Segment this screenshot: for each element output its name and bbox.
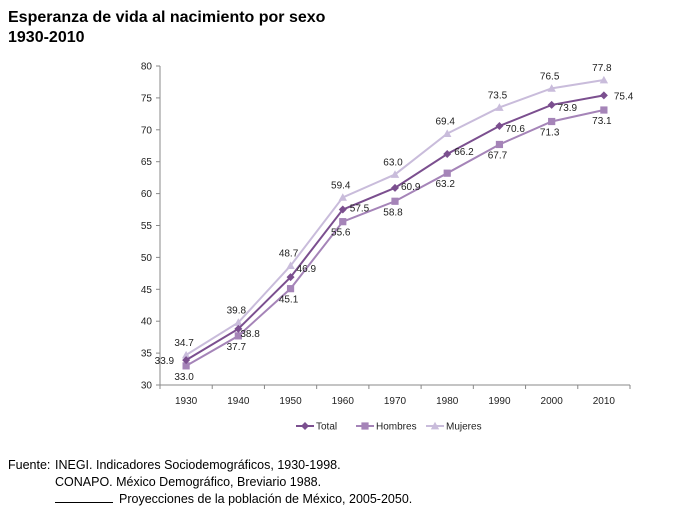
data-point-total [547,100,556,109]
data-point-mujeres [547,84,556,92]
y-tick-label: 50 [141,253,153,264]
data-label-hombres: 37.7 [227,342,247,353]
data-label-mujeres: 77.8 [592,63,612,74]
y-tick-label: 30 [141,381,153,392]
y-tick-label: 60 [141,189,153,200]
data-point-mujeres [181,350,191,359]
legend-label-mujeres: Mujeres [446,422,482,433]
source-line-2: CONAPO. México Demográfico, Breviario 19… [55,475,322,489]
data-point-hombres [443,169,451,177]
data-point-total [391,183,399,192]
data-label-total: 57.5 [350,204,370,215]
series-line-hombres [185,109,605,367]
data-label-mujeres: 69.4 [435,117,455,128]
y-tick-label: 80 [141,62,153,73]
data-label-hombres: 63.2 [435,179,455,190]
data-label-mujeres: 63.0 [383,157,403,168]
source-note: Fuente: INEGI. Indicadores Sociodemográfi… [8,457,412,508]
x-tick-label: 1950 [279,396,302,407]
y-tick-label: 55 [141,221,153,232]
data-point-mujeres [338,193,347,201]
y-tick-label: 45 [141,285,153,296]
data-point-mujeres [390,170,400,178]
data-label-hombres: 67.7 [488,150,508,161]
data-point-total [182,356,191,365]
data-label-total: 73.9 [558,103,578,114]
data-point-total [338,205,347,214]
data-point-hombres [182,362,190,370]
source-blank-rule [55,491,113,503]
data-point-total [234,324,243,333]
data-label-mujeres: 48.7 [279,249,299,260]
chart-title: Esperanza de vida al nacimiento por sexo… [8,8,325,48]
y-tick-label: 65 [141,157,153,168]
chart-title-line-1: Esperanza de vida al nacimiento por sexo [8,9,326,26]
data-point-hombres [495,140,504,149]
data-label-total: 66.2 [454,147,474,158]
data-point-hombres [234,332,242,340]
source-line-1: INEGI. Indicadores Sociodemográficos, 19… [55,458,341,472]
data-label-hombres: 71.3 [540,128,560,139]
x-tick-label: 1930 [175,396,198,407]
data-point-mujeres [495,103,504,111]
legend-marker-total [301,422,309,430]
y-tick-label: 70 [141,125,153,136]
y-tick-label: 40 [141,317,153,328]
data-label-hombres: 55.6 [331,228,351,239]
x-tick-label: 1940 [227,396,250,407]
data-point-total [599,91,608,100]
x-tick-label: 1960 [332,396,355,407]
legend-label-total: Total [316,422,337,433]
data-label-total: 75.4 [614,91,634,102]
data-point-total [286,273,295,282]
data-label-total: 70.6 [505,124,525,135]
source-label: Fuente: [8,458,51,472]
legend-label-hombres: Hombres [376,422,417,433]
source-line-3: Proyecciones de la población de México, … [119,492,413,506]
x-tick-label: 1990 [488,396,511,407]
data-label-hombres: 73.1 [592,116,612,127]
data-label-mujeres: 76.5 [540,71,560,82]
data-label-mujeres: 39.8 [227,305,247,316]
data-point-total [443,150,452,159]
y-tick-label: 75 [141,93,153,104]
data-label-hombres: 45.1 [279,295,299,306]
data-label-total: 38.8 [240,329,260,340]
data-label-mujeres: 73.5 [488,90,508,101]
data-point-hombres [548,117,556,126]
x-tick-label: 1970 [384,396,407,407]
data-point-mujeres [443,129,452,137]
data-label-hombres: 58.8 [383,207,403,218]
data-label-total: 46.9 [297,264,317,275]
y-tick-label: 35 [141,349,153,360]
data-point-hombres [286,285,295,293]
x-tick-label: 2010 [593,396,616,407]
data-label-mujeres: 59.4 [331,180,351,191]
x-tick-label: 2000 [541,396,564,407]
data-point-mujeres [234,318,243,326]
data-point-hombres [339,218,347,226]
legend-marker-mujeres [430,421,440,430]
data-point-total [495,121,504,130]
data-point-hombres [391,197,399,205]
data-label-total: 60.9 [401,182,421,193]
data-point-mujeres [599,75,609,84]
data-label-total: 33.9 [155,356,175,367]
life-expectancy-chart: 30 35 40 45 50 55 60 65 70 75 80 1930 1940 1950 1960 19… [141,62,634,433]
data-label-hombres: 33.0 [174,372,194,383]
data-point-mujeres [286,261,295,270]
x-tick-label: 1980 [436,396,459,407]
data-label-mujeres: 34.7 [174,338,194,349]
data-point-hombres [600,106,608,114]
legend-marker-hombres [361,422,369,430]
chart-title-line-2: 1930-2010 [8,29,85,46]
